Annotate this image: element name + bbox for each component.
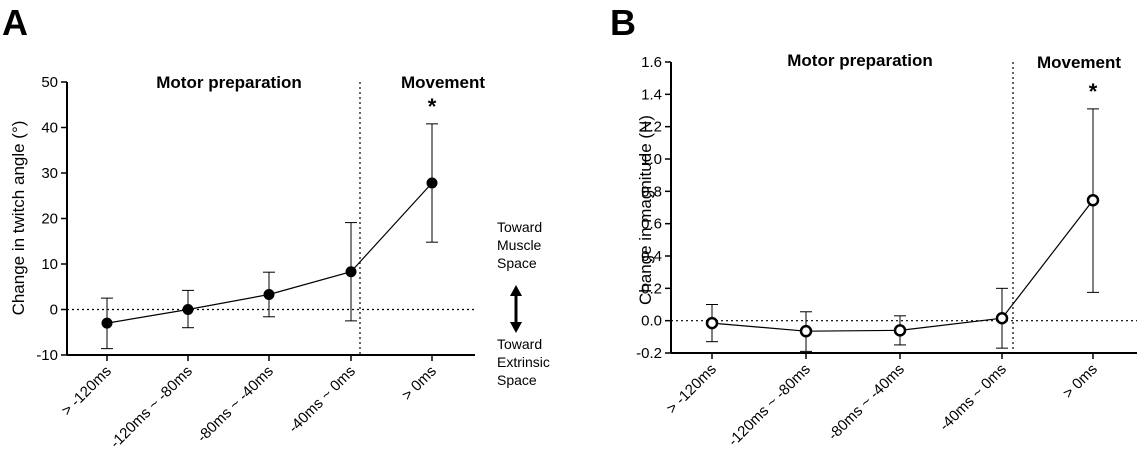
panel-b-ytick-label: 0.8 [641,183,662,200]
panel-b-data-point [893,324,907,337]
panel-b-ytick-label: 0.4 [641,248,662,265]
panel-a-xtick-label: > 0ms [399,363,440,404]
panel-b-region-movement: Movement [1037,53,1121,72]
panel-b-data-point [995,311,1009,325]
panel-b-ytick-label: 0.6 [641,216,662,233]
side-down-line-2: Extrinsic [497,354,550,370]
panel-b-data-point [1086,193,1100,207]
panel-a-xtick-label: -40ms ~ 0ms [285,363,359,437]
panel-b-data-point [799,324,813,338]
panel-b-ylabel: Change in magnitude (N) [636,115,655,305]
panel-a-plot: -10 0 10 20 30 40 50 > -120ms-120ms ~ -80ms-80m… [36,74,475,452]
panel-a-region-movement: Movement [401,73,485,92]
side-up-line-2: Muscle [497,237,542,253]
panel-a-data-point [345,266,357,278]
panel-b-significance-star: * [1089,79,1098,104]
panel-b-ytick-label: 1.2 [641,119,662,136]
panel-b-plot: -0.20.00.20.40.60.81.01.21.41.6> -120ms -… [636,54,1137,450]
panel-b-ytick-label: 0.0 [641,313,662,330]
side-up-line-3: Space [497,255,537,271]
panel-b-ytick-label: 1.4 [641,86,662,103]
panel-b-xtick-label: -120ms ~ -80ms [725,361,814,450]
panel-a-letter: A [2,2,28,43]
panel-a-ytick-label: 30 [41,165,58,182]
panel-b-xtick-label: -40ms ~ 0ms [936,361,1010,435]
panel-b-letter: B [610,2,636,43]
panel-a-data-point [426,177,438,189]
panel-a-significance-star: * [428,94,437,119]
panel-b-xtick-label: > 0ms [1060,361,1101,402]
panel-b-xtick-label: -80ms ~ -40ms [825,361,908,444]
panel-b-ytick-label: -0.2 [636,345,662,362]
panel-a-xtick-label: > -120ms [58,363,115,420]
panel-a-data-point [263,288,275,300]
panel-a-data-point [182,304,194,315]
panel-a-ytick-label: 0 [50,302,58,319]
panel-b-data-point [705,316,719,330]
panel-a-ylabel: Change in twitch angle (°) [9,121,28,316]
panel-b-series-line [711,199,1094,332]
panel-a-ytick-label: -10 [36,347,58,364]
panel-a-ytick-label: 10 [41,256,58,273]
panel-a-data-point [101,317,113,329]
panel-a-xtick-label: -120ms ~ -80ms [107,363,196,452]
panel-a-region-preparation: Motor preparation [156,73,301,92]
panel-b-region-preparation: Motor preparation [787,51,932,70]
panel-b-ytick-label: 1.6 [641,54,662,71]
panel-a-xtick-label: -80ms ~ -40ms [194,363,277,446]
panel-b-ytick-label: 1.0 [641,151,662,168]
panel-b-ytick-label: 0.2 [641,280,662,297]
side-down-line-3: Space [497,372,537,388]
panel-a-ytick-label: 20 [41,211,58,228]
panel-a-ytick-label: 40 [41,120,58,137]
panel-a-ytick-label: 50 [41,74,58,91]
panel-b-xtick-label: > -120ms [663,361,720,418]
side-up-line-1: Toward [497,219,542,235]
side-down-line-1: Toward [497,336,542,352]
double-arrow-icon [510,285,522,333]
